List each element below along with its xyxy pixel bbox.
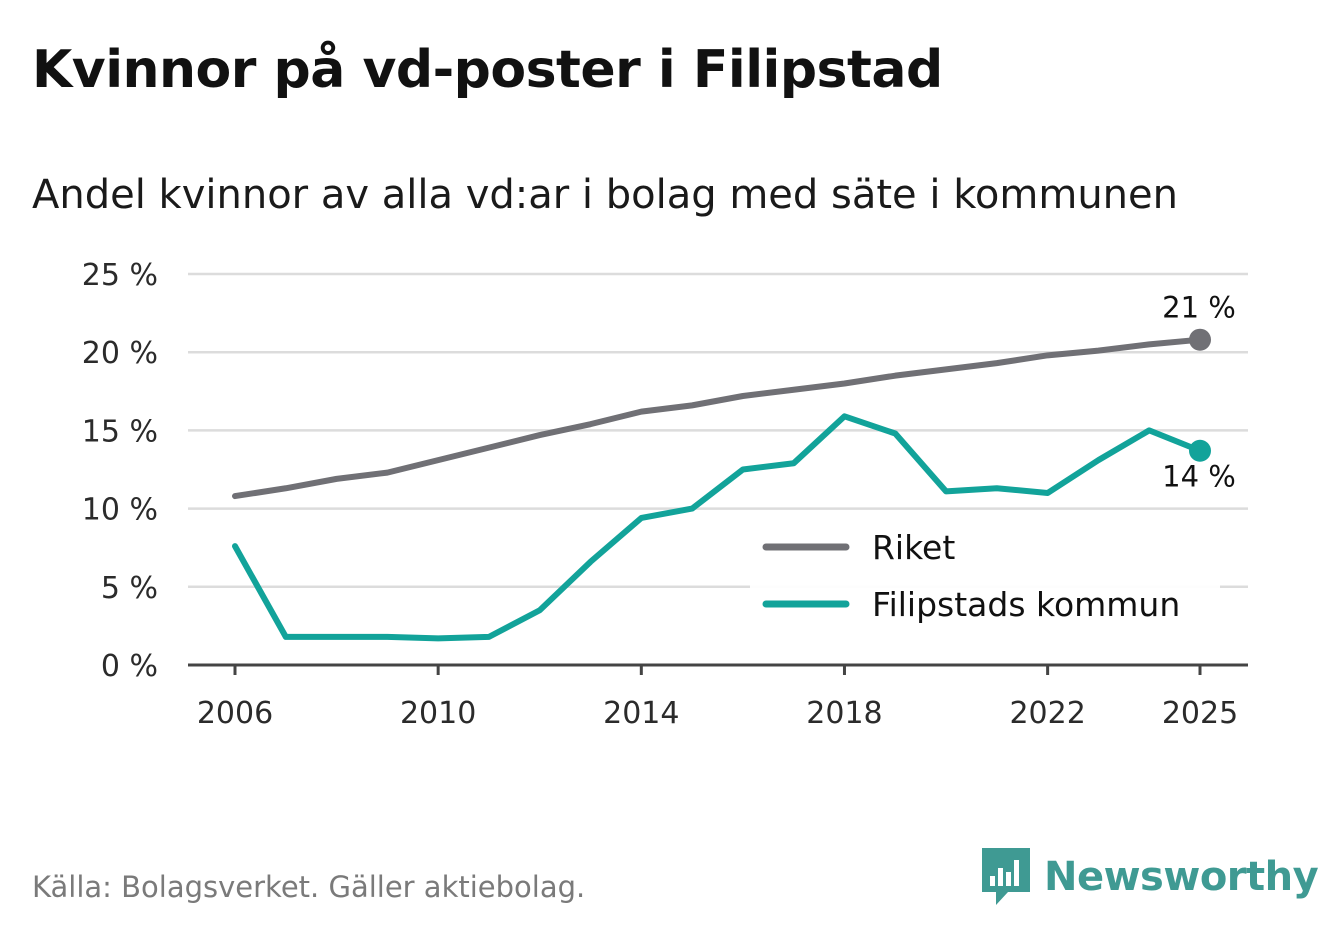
end-label-riket: 21 % xyxy=(1162,291,1236,325)
x-tick-label-2022: 2022 xyxy=(1009,696,1085,731)
chart-subtitle: Andel kvinnor av alla vd:ar i bolag med … xyxy=(32,172,1178,218)
x-tick-label-2025: 2025 xyxy=(1162,696,1238,731)
newsworthy-logo: Newsworthy xyxy=(982,848,1319,906)
y-tick-label-10: 10 % xyxy=(82,493,158,528)
end-point-filipstad xyxy=(1189,439,1211,462)
legend: Riket Filipstads kommun xyxy=(750,520,1220,642)
x-tick-label-2014: 2014 xyxy=(603,696,679,731)
legend-background xyxy=(750,520,1220,642)
series-line-filipstad xyxy=(232,413,1203,642)
legend-label-filipstad: Filipstads kommun xyxy=(872,585,1180,624)
legend-label-riket: Riket xyxy=(872,528,955,567)
y-tick-label-25: 25 % xyxy=(82,258,158,293)
y-tick-label-5: 5 % xyxy=(101,571,158,606)
x-tick-label-2018: 2018 xyxy=(806,696,882,731)
x-tick-label-2010: 2010 xyxy=(400,696,476,731)
end-point-riket xyxy=(1189,328,1211,351)
bar-chart-icon xyxy=(982,848,1030,905)
end-labels: 21 % 14 % xyxy=(1162,291,1236,494)
end-label-filipstad: 14 % xyxy=(1162,460,1236,494)
series-lines xyxy=(232,328,1211,642)
y-tick-label-0: 0 % xyxy=(101,649,158,684)
x-axis-labels: 2006 2010 2014 2018 2022 2025 xyxy=(197,696,1238,731)
y-tick-label-15: 15 % xyxy=(82,414,158,449)
series-line-riket xyxy=(232,336,1203,500)
brand-name: Newsworthy xyxy=(1044,854,1319,900)
source-note: Källa: Bolagsverket. Gäller aktiebolag. xyxy=(32,870,586,904)
y-tick-label-20: 20 % xyxy=(82,336,158,371)
y-axis-labels: 0 % 5 % 10 % 15 % 20 % 25 % xyxy=(82,258,158,684)
x-axis xyxy=(188,663,1248,675)
x-tick-label-2006: 2006 xyxy=(197,696,273,731)
chart-title: Kvinnor på vd-poster i Filipstad xyxy=(32,40,943,100)
